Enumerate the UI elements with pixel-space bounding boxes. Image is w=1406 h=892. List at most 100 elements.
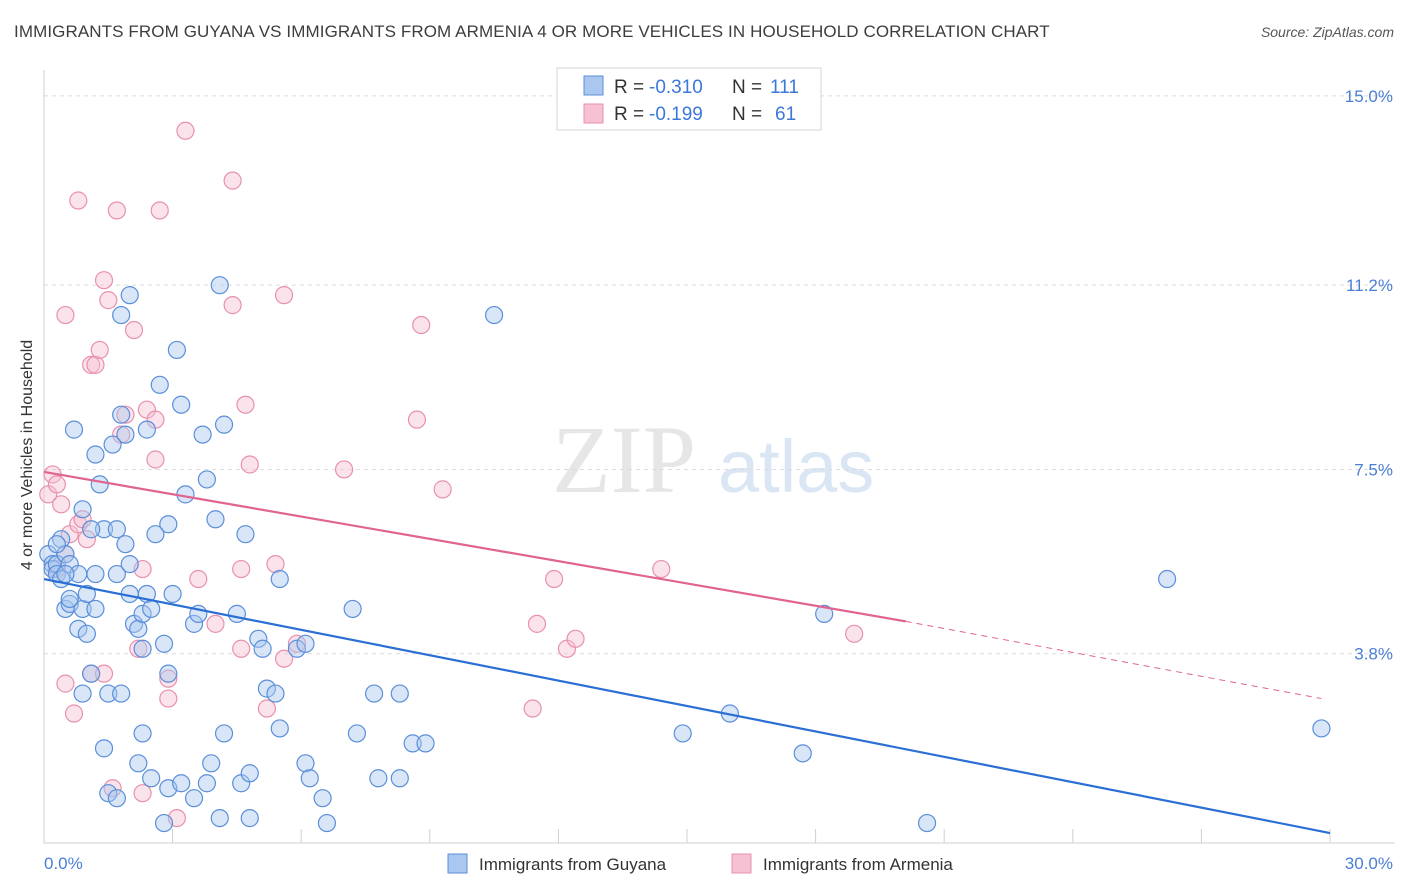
guyana-point-29 <box>107 520 126 539</box>
armenia-point-44 <box>240 455 259 474</box>
guyana-point-77 <box>240 808 259 828</box>
guyana-n-value: 111 <box>770 77 799 98</box>
armenia-point-58 <box>566 629 585 648</box>
guyana-point-41 <box>129 619 148 638</box>
guyana-point-107 <box>60 589 79 609</box>
armenia-point-9 <box>64 704 84 723</box>
guyana-point-83 <box>270 719 289 738</box>
legend-guyana-swatch <box>447 853 468 874</box>
legend-armenia-label: Immigrants from Armenia <box>763 855 953 874</box>
armenia-point-53 <box>433 480 452 499</box>
armenia-point-48 <box>274 649 294 668</box>
armenia-trend-line <box>43 470 906 623</box>
guyana-point-45 <box>133 639 152 658</box>
guyana-point-34 <box>112 405 131 424</box>
armenia-point-10 <box>69 191 88 210</box>
guyana-point-43 <box>133 604 152 623</box>
armenia-r-value: -0.199 <box>649 104 703 125</box>
guyana-point-58 <box>172 774 191 793</box>
armenia-point-39 <box>223 296 242 315</box>
guyana-point-61 <box>184 614 204 633</box>
armenia-r-label: R = <box>614 104 644 125</box>
guyana-point-87 <box>300 769 319 788</box>
armenia-points <box>39 121 864 828</box>
armenia-point-20 <box>99 291 118 310</box>
armenia-point-3 <box>47 475 66 494</box>
armenia-n-value: 61 <box>775 104 796 125</box>
guyana-point-67 <box>202 754 221 773</box>
armenia-point-18 <box>94 271 114 290</box>
guyana-trend-line <box>43 577 1331 835</box>
watermark-zip: ZIP <box>552 406 696 513</box>
guyana-point-108 <box>82 520 101 539</box>
armenia-point-34 <box>159 689 178 708</box>
guyana-point-85 <box>296 634 315 653</box>
guyana-point-16 <box>73 684 92 703</box>
guyana-point-24 <box>94 520 114 539</box>
y-tick-label-1: 7.5% <box>1354 460 1393 479</box>
armenia-point-33 <box>159 669 178 688</box>
guyana-point-50 <box>150 375 169 394</box>
watermark-atlas: atlas <box>718 425 874 508</box>
guyana-point-59 <box>172 395 191 414</box>
guyana-point-65 <box>197 470 216 489</box>
armenia-point-55 <box>527 614 547 633</box>
guyana-point-22 <box>86 599 105 619</box>
guyana-point-17 <box>77 624 96 643</box>
armenia-point-4 <box>52 495 71 514</box>
guyana-point-93 <box>369 769 388 788</box>
guyana-point-20 <box>86 445 105 464</box>
armenia-point-47 <box>274 286 294 305</box>
guyana-point-103 <box>917 813 937 833</box>
guyana-point-28 <box>103 435 122 454</box>
armenia-point-46 <box>266 554 285 574</box>
guyana-point-64 <box>193 425 212 444</box>
y-tick-label-2: 11.2% <box>1346 276 1393 295</box>
guyana-point-62 <box>184 789 204 808</box>
guyana-point-90 <box>343 599 362 619</box>
armenia-point-25 <box>124 320 144 340</box>
armenia-point-41 <box>232 559 251 579</box>
guyana-point-27 <box>99 784 118 803</box>
armenia-point-32 <box>150 201 169 220</box>
guyana-n-label: N = <box>732 77 762 98</box>
guyana-point-71 <box>214 415 234 434</box>
guyana-r-value: -0.310 <box>649 77 703 98</box>
armenia-point-50 <box>334 460 354 479</box>
armenia-point-26 <box>129 639 148 658</box>
guyana-point-105 <box>1312 719 1331 738</box>
guyana-point-15 <box>73 500 92 519</box>
guyana-point-18 <box>77 584 96 604</box>
armenia-point-24 <box>116 405 135 424</box>
armenia-point-37 <box>189 569 208 589</box>
guyana-point-92 <box>364 684 384 703</box>
guyana-point-57 <box>167 340 186 360</box>
guyana-point-66 <box>197 774 216 793</box>
guyana-point-110 <box>56 564 75 584</box>
guyana-point-79 <box>253 639 272 658</box>
guyana-point-38 <box>120 554 139 574</box>
guyana-point-49 <box>142 769 161 788</box>
armenia-point-22 <box>107 201 126 220</box>
armenia-point-59 <box>652 559 671 579</box>
armenia-point-30 <box>146 450 165 469</box>
guyana-point-76 <box>240 764 259 783</box>
guyana-point-72 <box>214 724 234 743</box>
guyana-point-42 <box>129 754 148 773</box>
guyana-point-26 <box>99 684 118 703</box>
guyana-point-73 <box>227 604 246 623</box>
guyana-point-44 <box>133 724 152 743</box>
guyana-point-82 <box>270 569 289 589</box>
armenia-stats-swatch <box>583 103 604 124</box>
chart-title: IMMIGRANTS FROM GUYANA VS IMMIGRANTS FRO… <box>14 22 1050 41</box>
armenia-point-42 <box>232 639 251 658</box>
armenia-point-60 <box>845 624 864 643</box>
guyana-point-95 <box>390 769 409 788</box>
legend: Immigrants from Guyana Immigrants from A… <box>447 853 953 874</box>
guyana-point-70 <box>210 276 229 295</box>
armenia-point-54 <box>523 699 542 718</box>
guyana-point-21 <box>86 564 105 584</box>
armenia-point-45 <box>257 699 277 718</box>
guyana-point-47 <box>137 420 156 439</box>
guyana-point-81 <box>266 684 285 703</box>
